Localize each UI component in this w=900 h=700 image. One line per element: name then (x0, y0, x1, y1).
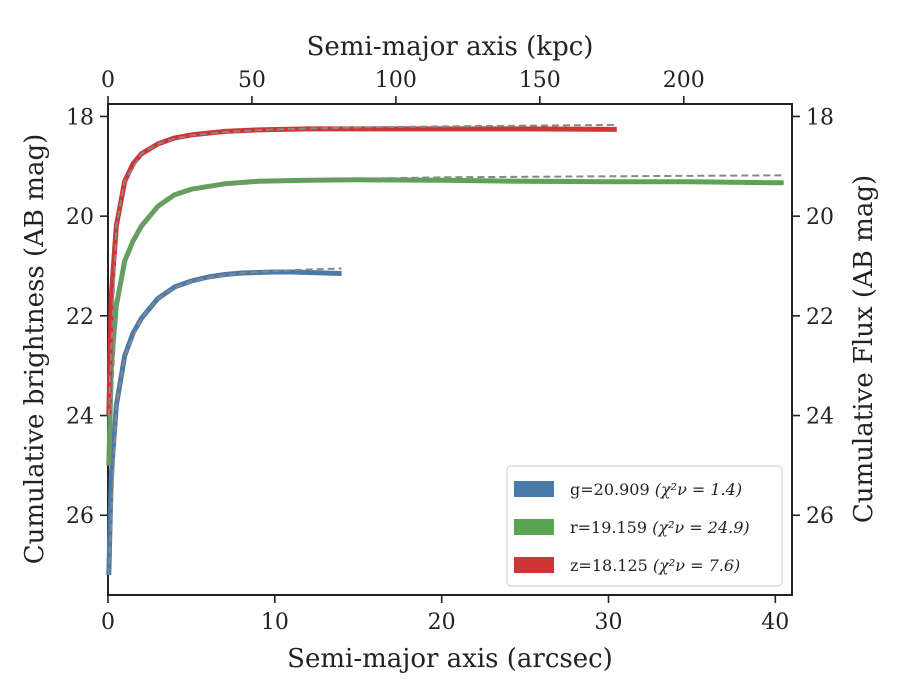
x-tick-label: 30 (594, 610, 622, 635)
right-y-axis-title: Cumulative Flux (AB mag) (849, 175, 879, 523)
y-tick-label: 24 (66, 405, 94, 430)
left-y-ticks: 18 20 22 24 26 (66, 105, 108, 529)
top-x-axis-title: Semi-major axis (kpc) (307, 32, 594, 62)
x-tick-label: 10 (261, 610, 289, 635)
x-axis-title: Semi-major axis (arcsec) (287, 644, 613, 674)
top-x-tick-label: 200 (663, 68, 705, 93)
legend-label-g: g=20.909 (χ²ν = 1.4) (570, 480, 742, 499)
y-tick-label: 26 (66, 504, 94, 529)
right-y-tick-label: 26 (806, 504, 834, 529)
right-y-tick-label: 24 (806, 405, 834, 430)
y-tick-label: 22 (66, 305, 94, 330)
series-line-z (106, 126, 617, 416)
legend-frame (506, 465, 783, 587)
right-y-tick-label: 20 (806, 205, 834, 230)
y-tick-label: 18 (66, 105, 94, 130)
right-y-tick-label: 18 (806, 105, 834, 130)
bottom-x-ticks: 0 10 20 30 40 (101, 595, 789, 635)
x-tick-label: 40 (761, 610, 789, 635)
legend-label-z: z=18.125 (χ²ν = 7.6) (570, 556, 740, 575)
model-line-g (107, 267, 342, 576)
series-layer (106, 123, 784, 576)
top-x-tick-label: 50 (238, 68, 266, 93)
series-line-g (106, 269, 342, 576)
series-line-r (106, 177, 784, 466)
y-tick-label: 20 (66, 205, 94, 230)
top-x-ticks: 0 50 100 150 200 (101, 68, 705, 104)
right-y-ticks: 18 20 22 24 26 (792, 105, 834, 529)
legend-swatch-z (514, 557, 554, 573)
legend: g=20.909 (χ²ν = 1.4) r=19.159 (χ²ν = 24.9… (506, 465, 783, 587)
model-line-z (107, 123, 617, 416)
top-x-tick-label: 0 (101, 68, 115, 93)
legend-swatch-r (514, 519, 554, 535)
legend-swatch-g (514, 481, 554, 497)
y-axis-title: Cumulative brightness (AB mag) (20, 134, 50, 565)
top-x-tick-label: 150 (519, 68, 561, 93)
legend-label-r: r=19.159 (χ²ν = 24.9) (570, 518, 750, 537)
right-y-tick-label: 22 (806, 305, 834, 330)
x-tick-label: 20 (428, 610, 456, 635)
top-x-tick-label: 100 (375, 68, 417, 93)
model-line-r (107, 174, 784, 466)
x-tick-label: 0 (101, 610, 115, 635)
